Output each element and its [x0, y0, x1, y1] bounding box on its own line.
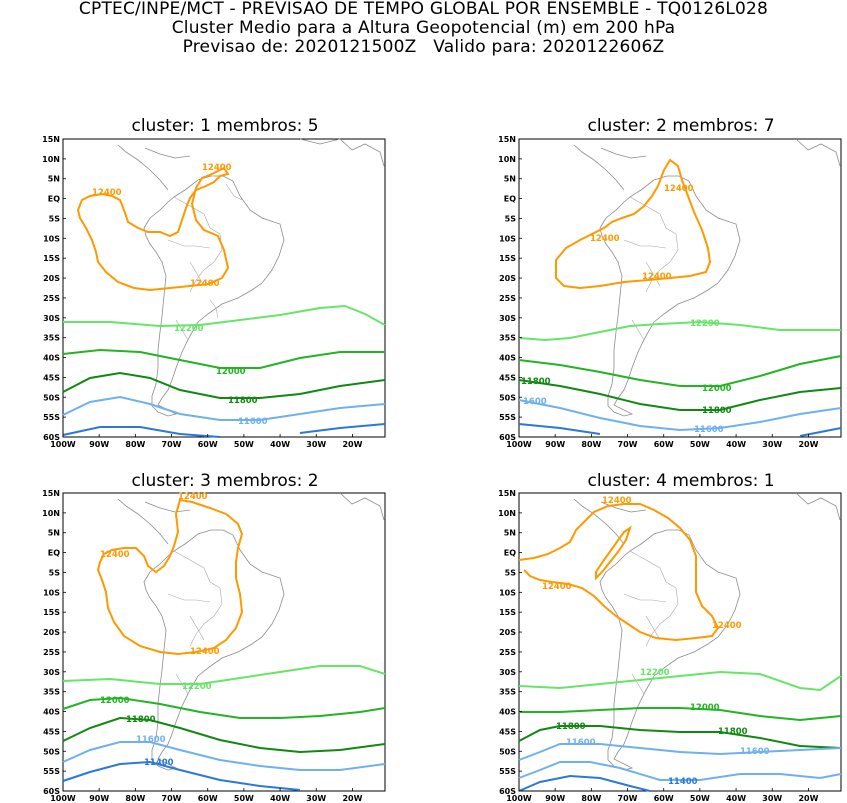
- lat-tick-label: 35S: [43, 334, 60, 343]
- contour-label: 12200: [174, 324, 204, 334]
- lat-tick-label: 50S: [43, 393, 60, 402]
- lon-tick-label: 80W: [125, 440, 145, 449]
- map-frame: [62, 138, 386, 438]
- lon-tick-label: 30W: [306, 440, 326, 449]
- lat-tick-label: 25S: [43, 294, 60, 303]
- lon-tick-label: 90W: [89, 440, 109, 449]
- lon-tick-label: 50W: [234, 440, 254, 449]
- axis-ticks: 15N 10N 5N EQ 5S 10S 15S 20S 25S 30S 35S 40S 45S 50S 5…: [42, 135, 362, 449]
- header-line-2: Cluster Medio para a Altura Geopotencial…: [171, 18, 676, 38]
- lon-tick-label: 60W: [198, 440, 218, 449]
- contour-label: 11800: [228, 396, 258, 406]
- panel-title: cluster: 1 membros: 5: [131, 116, 318, 136]
- lat-tick-label: 40S: [43, 354, 60, 363]
- lat-tick-label: 5N: [48, 175, 60, 184]
- contour-label: 12400: [92, 188, 122, 198]
- lat-tick-label: 55S: [43, 413, 60, 422]
- lat-tick-label: 5S: [49, 214, 61, 223]
- contour-labels: 12400 12400 12400 12200 12000 11800 1160…: [92, 163, 268, 427]
- contour-label: 12400: [202, 163, 232, 173]
- lat-tick-label: 15S: [43, 254, 60, 263]
- header-line-1: CPTEC/INPE/MCT - PREVISAO DE TEMPO GLOBA…: [78, 0, 769, 19]
- lat-tick-label: 60S: [43, 433, 60, 442]
- contour-label: 11600: [238, 417, 268, 427]
- contour-lines: [62, 166, 386, 438]
- lat-tick-label: 10S: [43, 234, 60, 243]
- header-line-3: Previsao de: 2020121500Z Valido para: 20…: [182, 37, 665, 57]
- lat-tick-label: 10N: [42, 155, 60, 164]
- contour-label: 12400: [190, 279, 220, 289]
- lat-tick-label: EQ: [48, 195, 60, 204]
- contour-label: 12000: [216, 367, 246, 377]
- lat-tick-label: 45S: [43, 373, 60, 382]
- lon-tick-label: 70W: [162, 440, 182, 449]
- lon-tick-label: 40W: [270, 440, 290, 449]
- coastline: [117, 138, 385, 417]
- lon-tick-label: 20W: [342, 440, 362, 449]
- lon-tick-label: 100W: [50, 440, 76, 449]
- lat-tick-label: 30S: [43, 314, 60, 323]
- figure-header: CPTEC/INPE/MCT - PREVISAO DE TEMPO GLOBA…: [0, 0, 847, 57]
- lat-tick-label: 15N: [42, 135, 60, 144]
- lat-tick-label: 20S: [43, 274, 60, 283]
